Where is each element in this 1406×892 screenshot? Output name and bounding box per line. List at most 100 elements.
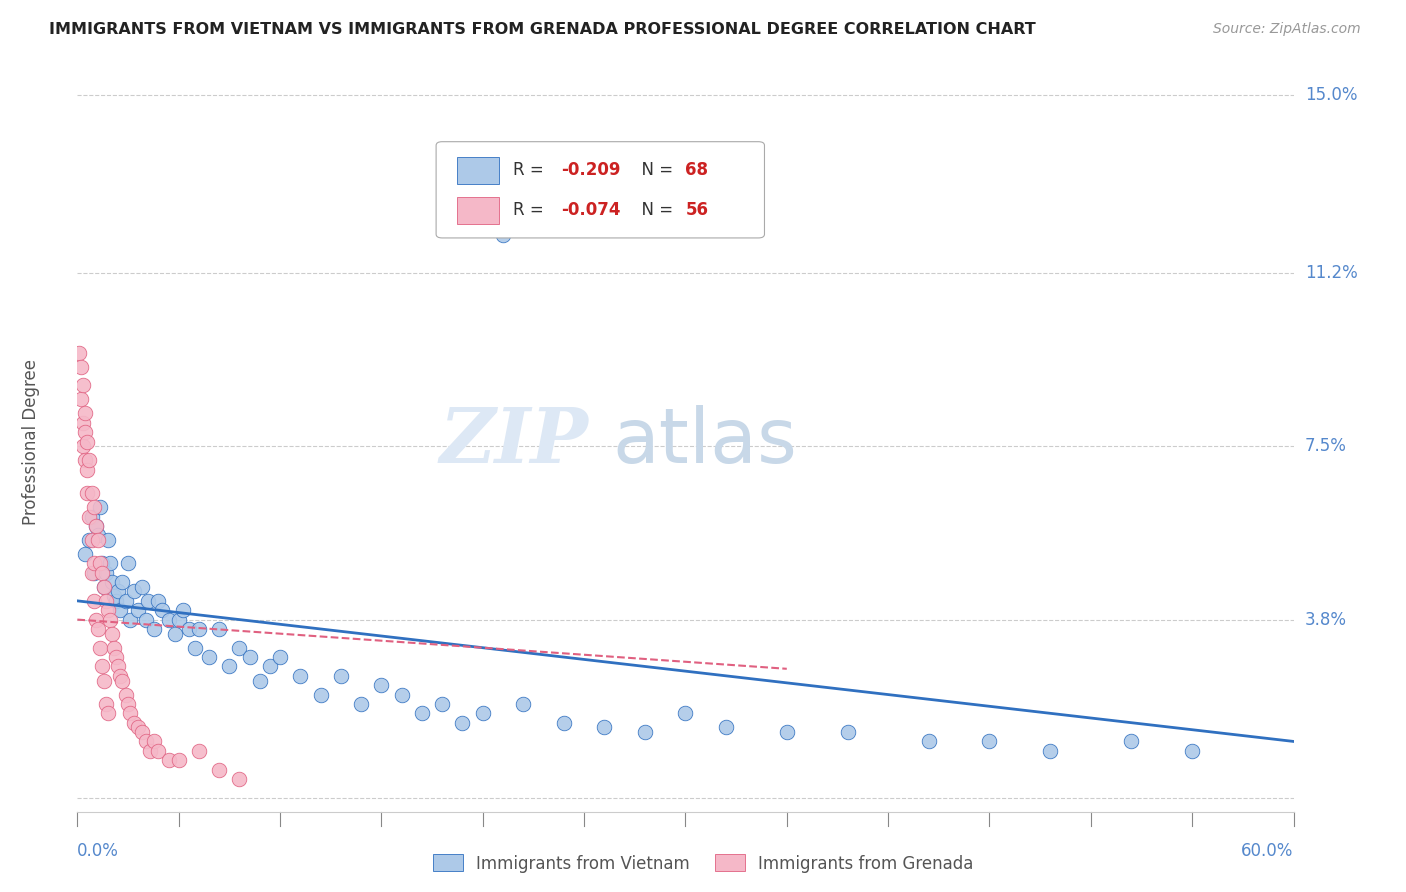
Point: [70, 392, 93, 407]
Point: [512, 697, 534, 711]
Point: [148, 744, 170, 758]
Point: [98, 613, 121, 627]
Point: [188, 622, 211, 636]
Point: [79, 509, 101, 524]
Point: [1121, 734, 1143, 748]
Point: [107, 584, 129, 599]
Point: [117, 557, 139, 571]
Bar: [457, 157, 499, 184]
Point: [90, 659, 112, 673]
Point: [115, 594, 138, 608]
Point: [104, 650, 127, 665]
Point: [593, 720, 616, 734]
Point: [492, 228, 515, 243]
Point: [122, 715, 145, 730]
Point: [97, 706, 120, 721]
Point: [131, 725, 153, 739]
Point: [208, 622, 231, 636]
Point: [76, 463, 98, 477]
Point: [79, 453, 101, 467]
Point: [208, 763, 231, 777]
Text: N =: N =: [631, 161, 678, 179]
Point: [837, 725, 859, 739]
Text: R =: R =: [513, 161, 548, 179]
Point: [108, 603, 131, 617]
Point: [239, 650, 262, 665]
Point: [127, 603, 149, 617]
Point: [290, 669, 312, 683]
Point: [75, 425, 97, 439]
Text: IMMIGRANTS FROM VIETNAM VS IMMIGRANTS FROM GRENADA PROFESSIONAL DEGREE CORRELATI: IMMIGRANTS FROM VIETNAM VS IMMIGRANTS FR…: [49, 22, 1036, 37]
Point: [70, 359, 93, 374]
Point: [89, 557, 111, 571]
Point: [329, 669, 352, 683]
Point: [84, 519, 107, 533]
Point: [115, 688, 138, 702]
Point: [76, 434, 98, 449]
Point: [188, 744, 211, 758]
Point: [370, 678, 392, 692]
Point: [93, 673, 115, 688]
Text: -0.074: -0.074: [561, 202, 621, 219]
Point: [139, 744, 162, 758]
Text: 60.0%: 60.0%: [1241, 842, 1294, 860]
Point: [104, 594, 127, 608]
Point: [979, 734, 1001, 748]
Text: 56: 56: [686, 202, 709, 219]
Point: [101, 575, 124, 590]
Point: [86, 528, 108, 542]
Point: [135, 613, 157, 627]
Text: 0.0%: 0.0%: [77, 842, 120, 860]
Point: [80, 486, 103, 500]
Point: [111, 673, 134, 688]
Point: [136, 594, 159, 608]
Point: [167, 613, 190, 627]
Point: [72, 416, 94, 430]
Text: -0.209: -0.209: [561, 161, 621, 179]
Point: [714, 720, 737, 734]
Point: [135, 734, 157, 748]
Point: [553, 715, 575, 730]
FancyBboxPatch shape: [436, 142, 765, 238]
Point: [86, 622, 108, 636]
Point: [67, 345, 90, 359]
Point: [101, 626, 124, 640]
Point: [79, 533, 101, 547]
Point: [172, 603, 194, 617]
Point: [776, 725, 799, 739]
Point: [108, 669, 131, 683]
Point: [107, 659, 129, 673]
Point: [75, 406, 97, 420]
Point: [471, 706, 494, 721]
Point: [93, 580, 115, 594]
Point: [94, 697, 117, 711]
Point: [83, 557, 105, 571]
Point: [80, 509, 103, 524]
Point: [93, 580, 115, 594]
Point: [1181, 744, 1204, 758]
Point: [177, 622, 200, 636]
Point: [152, 603, 174, 617]
Point: [89, 640, 111, 655]
Point: [157, 753, 180, 767]
Point: [167, 753, 190, 767]
Point: [94, 566, 117, 580]
Point: [157, 613, 180, 627]
Text: 11.2%: 11.2%: [1305, 264, 1357, 282]
Point: [98, 557, 121, 571]
Point: [72, 378, 94, 392]
Point: [118, 706, 141, 721]
Text: N =: N =: [631, 202, 678, 219]
Point: [228, 772, 250, 786]
Point: [218, 659, 240, 673]
Point: [269, 650, 291, 665]
Point: [89, 500, 111, 515]
Point: [83, 594, 105, 608]
Point: [163, 626, 186, 640]
Point: [103, 589, 125, 603]
Point: [143, 622, 166, 636]
Point: [122, 584, 145, 599]
Point: [118, 613, 141, 627]
Point: [84, 519, 107, 533]
Text: 7.5%: 7.5%: [1305, 437, 1347, 455]
